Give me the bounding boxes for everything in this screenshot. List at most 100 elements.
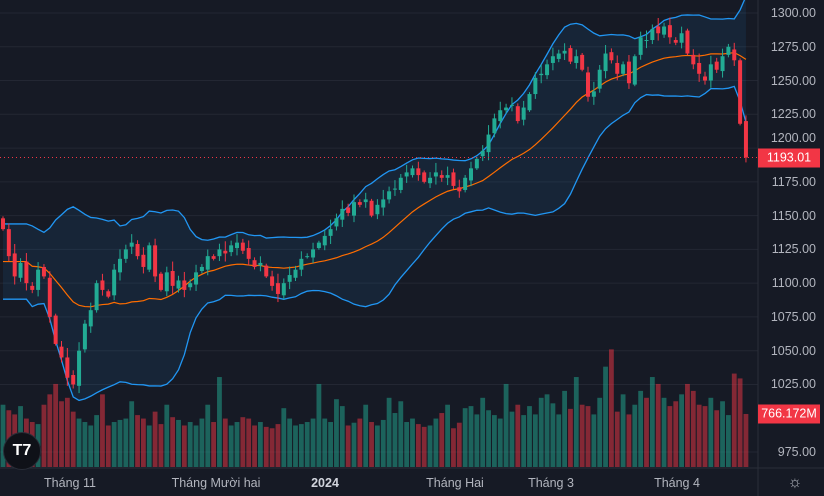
volume-bar — [258, 422, 263, 467]
volume-bar — [515, 404, 521, 467]
candle-body — [410, 168, 415, 176]
volume-bar — [468, 406, 474, 467]
volume-bar — [380, 419, 386, 467]
candle-body — [12, 253, 17, 277]
candle-body — [679, 33, 684, 43]
volume-bar — [398, 401, 404, 467]
candle-body — [667, 25, 672, 38]
candle-body — [480, 150, 485, 157]
candle-body — [656, 26, 661, 34]
volume-bar — [141, 418, 146, 467]
candle-body — [77, 350, 82, 386]
gear-icon[interactable]: ☼ — [787, 474, 803, 491]
volume-bar — [369, 422, 374, 467]
candle-body — [170, 271, 175, 286]
volume-bar — [415, 424, 421, 467]
candle-body — [545, 64, 550, 76]
candle-body — [580, 54, 585, 70]
volume-bar — [421, 426, 427, 467]
candle-body — [439, 175, 444, 178]
volume-bar — [696, 404, 702, 467]
price-tick-label: 1075.00 — [770, 309, 816, 324]
candle-body — [685, 30, 690, 54]
candle-body — [708, 64, 713, 81]
candle-body — [445, 175, 450, 178]
candle-body — [158, 273, 163, 290]
volume-bar — [614, 411, 620, 467]
candle-body — [644, 40, 649, 42]
volume-bar — [123, 418, 129, 467]
volume-bar — [626, 414, 632, 467]
volume-bar — [579, 404, 585, 467]
candle-body — [515, 106, 520, 122]
volume-bar — [0, 404, 6, 467]
candle-body — [135, 243, 140, 257]
candle-body — [36, 269, 41, 290]
candle-body — [164, 272, 169, 292]
volume-bar — [462, 408, 468, 467]
volume-bar — [720, 401, 725, 467]
volume-bar — [135, 415, 140, 467]
price-tick-label: 1200.00 — [770, 130, 816, 145]
time-tick-label: Tháng Mười hai — [171, 476, 261, 490]
candle-body — [632, 56, 637, 85]
volume-bar — [293, 425, 298, 467]
volume-bar — [345, 425, 351, 467]
volume-bar — [193, 425, 199, 467]
candle-body — [527, 94, 532, 111]
candle-body — [404, 172, 409, 177]
volume-bar — [492, 415, 497, 467]
volume-bar — [275, 424, 281, 467]
volume-bar — [246, 418, 252, 467]
tradingview-logo[interactable]: T7 — [3, 432, 41, 470]
candle-body — [293, 269, 298, 278]
candle-body — [451, 172, 456, 186]
candle-body — [533, 77, 538, 95]
candle-body — [182, 280, 187, 290]
volume-bar — [521, 415, 527, 467]
candle-body — [118, 258, 122, 273]
candle-body — [357, 202, 362, 205]
candle-body — [240, 242, 245, 251]
volume-bar — [661, 397, 667, 467]
candle-body — [100, 280, 105, 290]
volume-bar — [451, 428, 456, 467]
volume-bar — [252, 425, 257, 467]
candle-body — [24, 261, 29, 284]
volume-bar — [573, 377, 579, 467]
volume-bar — [269, 428, 275, 467]
candle-body — [474, 158, 479, 169]
candle-body — [346, 207, 351, 213]
time-tick-label: Tháng 4 — [654, 476, 700, 490]
candle-body — [469, 168, 473, 181]
candle-body — [235, 242, 239, 249]
candle-body — [650, 29, 655, 41]
candle-body — [615, 62, 620, 74]
volume-bar — [334, 399, 339, 467]
volume-bar — [170, 417, 176, 467]
time-tick-label: Tháng Hai — [426, 476, 484, 490]
volume-bar — [205, 404, 211, 467]
volume-bar — [620, 394, 626, 467]
volume-bar — [480, 397, 486, 467]
candle-body — [574, 56, 579, 63]
price-tick-label: 1225.00 — [770, 107, 816, 122]
volume-bar — [111, 422, 117, 467]
candle-body — [504, 107, 509, 111]
volume-bar — [181, 425, 187, 467]
candle-body — [194, 272, 199, 285]
price-tick-label: 1050.00 — [770, 343, 816, 358]
candle-body — [82, 323, 87, 350]
price-tick-label: 975.00 — [777, 445, 816, 459]
volume-bar — [679, 394, 684, 467]
price-tick-label: 1125.00 — [771, 242, 816, 257]
volume-bar — [363, 404, 369, 467]
candle-body — [714, 61, 719, 70]
volume-bar — [433, 418, 439, 467]
candle-body — [18, 262, 23, 278]
volume-bar — [527, 406, 532, 467]
candle-body — [299, 258, 304, 270]
candle-body — [486, 134, 491, 153]
